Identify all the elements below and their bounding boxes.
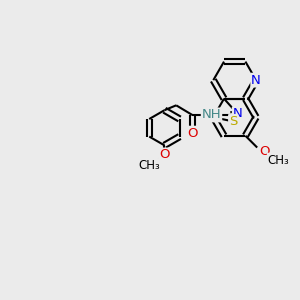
Text: O: O: [159, 148, 170, 161]
Text: N: N: [233, 107, 242, 120]
Text: O: O: [187, 127, 197, 140]
Text: CH₃: CH₃: [268, 154, 290, 166]
Text: N: N: [251, 74, 261, 87]
Text: NH: NH: [202, 108, 221, 122]
Text: O: O: [260, 146, 270, 158]
Text: CH₃: CH₃: [138, 159, 160, 172]
Text: S: S: [229, 115, 237, 128]
